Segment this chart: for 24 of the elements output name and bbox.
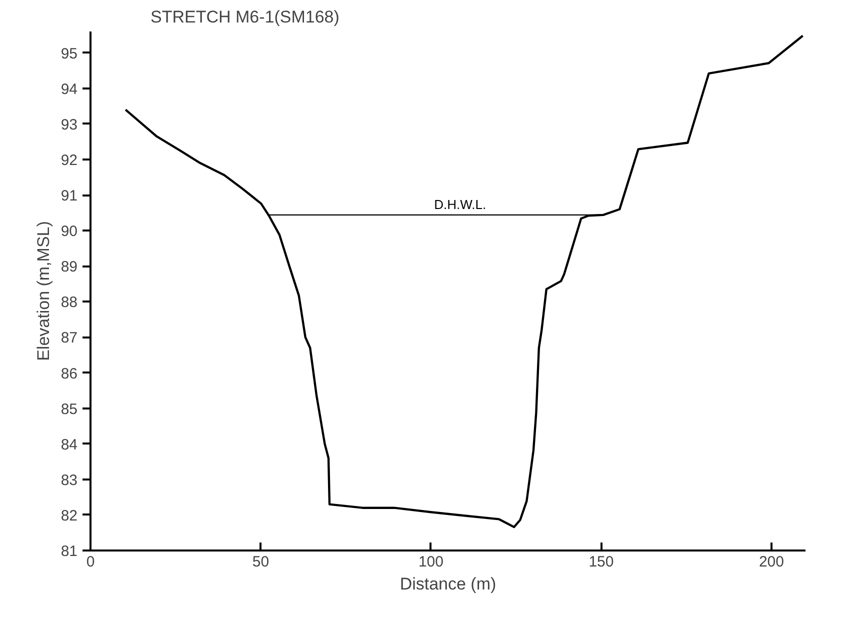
y-tick-label: 95 (60, 45, 78, 62)
chart-title: STRETCH M6-1(SM168) (150, 8, 340, 26)
y-tick-label: 89 (60, 258, 78, 276)
x-tick-label: 50 (252, 554, 270, 570)
y-tick-label: 87 (60, 330, 78, 347)
x-tick-label: 100 (418, 554, 444, 570)
y-tick-label: 82 (60, 507, 78, 524)
series-label: D.H.W.L. (434, 196, 486, 212)
y-tick-label: 93 (60, 116, 78, 134)
y-tick-label: 91 (60, 188, 78, 205)
y-tick-label: 81 (60, 543, 78, 560)
y-tick-label: 94 (60, 80, 78, 98)
y-tick-label: 90 (60, 223, 78, 240)
x-tick-label: 0 (86, 554, 95, 570)
y-tick-label: 84 (60, 436, 78, 454)
y-tick-label: 83 (60, 472, 78, 489)
x-axis-title: Distance (m) (400, 574, 496, 594)
x-tick-label: 150 (588, 554, 614, 570)
y-tick-label: 88 (60, 294, 78, 312)
y-tick-label: 92 (60, 152, 78, 169)
y-tick-label: 86 (60, 365, 78, 382)
y-tick-label: 85 (60, 400, 78, 418)
y-axis-title: Elevation (m,MSL) (34, 221, 53, 361)
x-tick-label: 200 (758, 554, 784, 570)
